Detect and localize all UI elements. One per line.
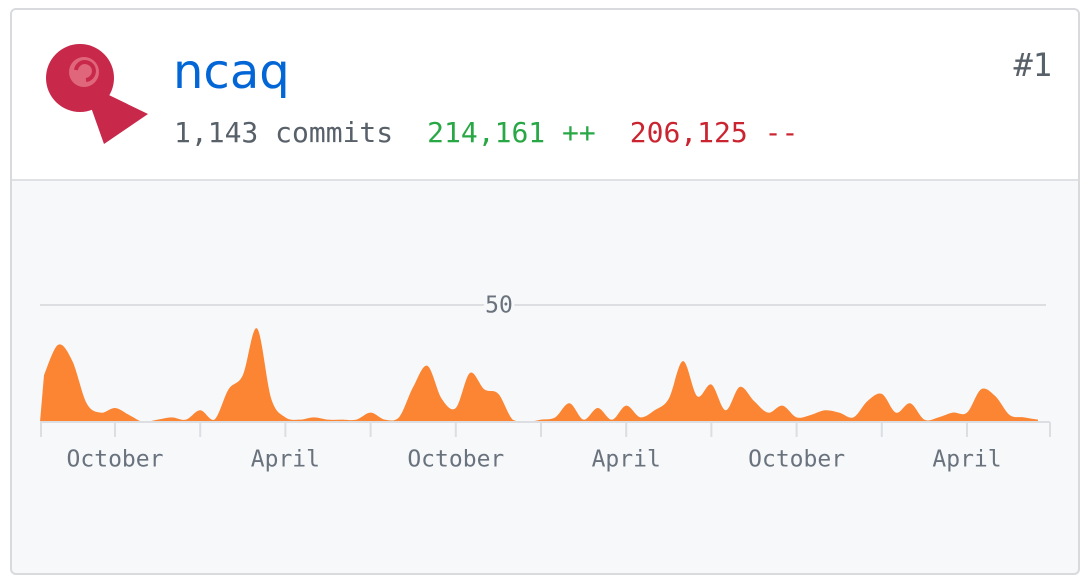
area — [40, 328, 1038, 422]
x-tick-label: October — [407, 447, 504, 473]
contributor-card: ncaq #1 1,143 commits 214,161 ++ 206,125 -… — [10, 8, 1080, 575]
x-tick-label: October — [748, 447, 845, 473]
x-tick-label: April — [592, 447, 661, 473]
deletions: 206,125 -- — [629, 116, 799, 149]
x-tick-label: April — [251, 447, 320, 473]
x-tick-label: October — [67, 447, 164, 473]
y-tick-label: 50 — [485, 293, 513, 319]
username[interactable]: ncaq — [173, 44, 290, 100]
additions: 214,161 ++ — [427, 116, 596, 149]
rank: #1 — [1013, 46, 1052, 84]
commits: 1,143 commits — [174, 116, 394, 149]
x-tick-label: April — [932, 447, 1001, 473]
stats: 1,143 commits 214,161 ++ 206,125 -- — [174, 116, 832, 149]
card-header: ncaq #1 1,143 commits 214,161 ++ 206,125 -… — [12, 10, 1078, 181]
avatar[interactable] — [42, 42, 148, 148]
